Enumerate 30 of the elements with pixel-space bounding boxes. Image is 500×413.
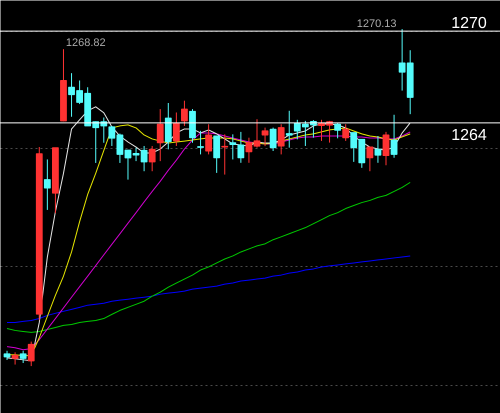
candlestick [181,100,188,126]
candlestick [382,131,390,166]
candlestick [286,110,293,148]
candlestick [221,134,228,176]
candlestick [148,145,156,172]
candlestick [44,158,51,210]
candlestick [237,131,244,164]
candlestick [172,112,180,146]
candlestick [20,350,27,364]
candlestick [262,127,268,147]
candlestick [270,127,277,152]
candlestick [28,341,35,367]
candlestick [374,136,382,164]
candlestick [390,114,398,158]
annotation: 1268.82 [66,37,106,50]
candlestick [366,146,374,172]
candlestick [4,350,10,360]
candlestick [156,108,164,162]
candlestick [205,124,212,155]
annotation: 1270.13 [356,18,396,30]
candlestick [334,122,342,139]
candlestick [164,102,172,150]
ref-line-label: 1270 [451,15,487,32]
candlestick [12,352,18,366]
candlestick [278,124,285,155]
candlestick [213,136,220,174]
candlestick [229,134,236,160]
candlestick [342,124,350,142]
candlestick [197,130,204,155]
ref-line-label: 1264 [451,126,487,144]
